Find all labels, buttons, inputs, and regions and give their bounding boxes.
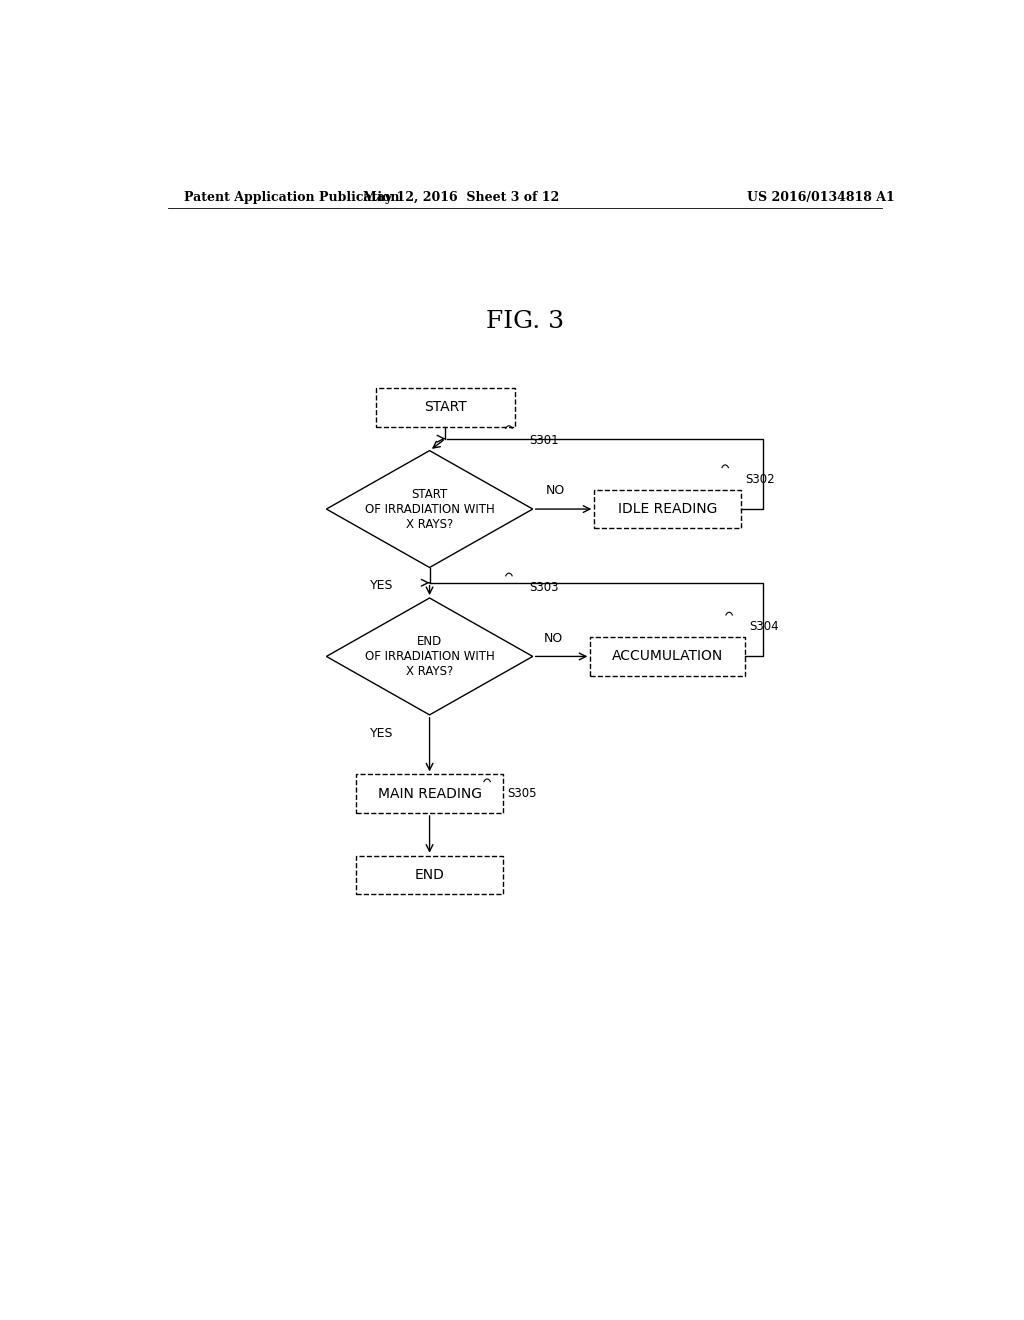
- Text: MAIN READING: MAIN READING: [378, 787, 481, 801]
- Text: START: START: [424, 400, 467, 414]
- Text: Patent Application Publication: Patent Application Publication: [183, 190, 399, 203]
- Text: ACCUMULATION: ACCUMULATION: [612, 649, 723, 664]
- Bar: [356, 855, 503, 894]
- Text: END: END: [415, 869, 444, 882]
- Text: FIG. 3: FIG. 3: [485, 309, 564, 333]
- Text: NO: NO: [546, 484, 565, 498]
- Text: IDLE READING: IDLE READING: [617, 502, 718, 516]
- Text: S305: S305: [507, 787, 537, 800]
- Bar: [590, 638, 745, 676]
- Polygon shape: [327, 598, 532, 715]
- Text: START
OF IRRADIATION WITH
X RAYS?: START OF IRRADIATION WITH X RAYS?: [365, 487, 495, 531]
- Text: May 12, 2016  Sheet 3 of 12: May 12, 2016 Sheet 3 of 12: [364, 190, 559, 203]
- Text: NO: NO: [544, 632, 563, 644]
- Text: S303: S303: [528, 581, 558, 594]
- Bar: [356, 775, 503, 813]
- Text: S302: S302: [745, 473, 774, 486]
- Text: YES: YES: [371, 727, 393, 739]
- Polygon shape: [327, 450, 532, 568]
- Text: YES: YES: [371, 579, 393, 593]
- Text: S301: S301: [528, 434, 558, 447]
- Text: US 2016/0134818 A1: US 2016/0134818 A1: [748, 190, 895, 203]
- Text: S304: S304: [749, 620, 778, 634]
- Text: END
OF IRRADIATION WITH
X RAYS?: END OF IRRADIATION WITH X RAYS?: [365, 635, 495, 678]
- Bar: [594, 490, 741, 528]
- Bar: [376, 388, 515, 426]
